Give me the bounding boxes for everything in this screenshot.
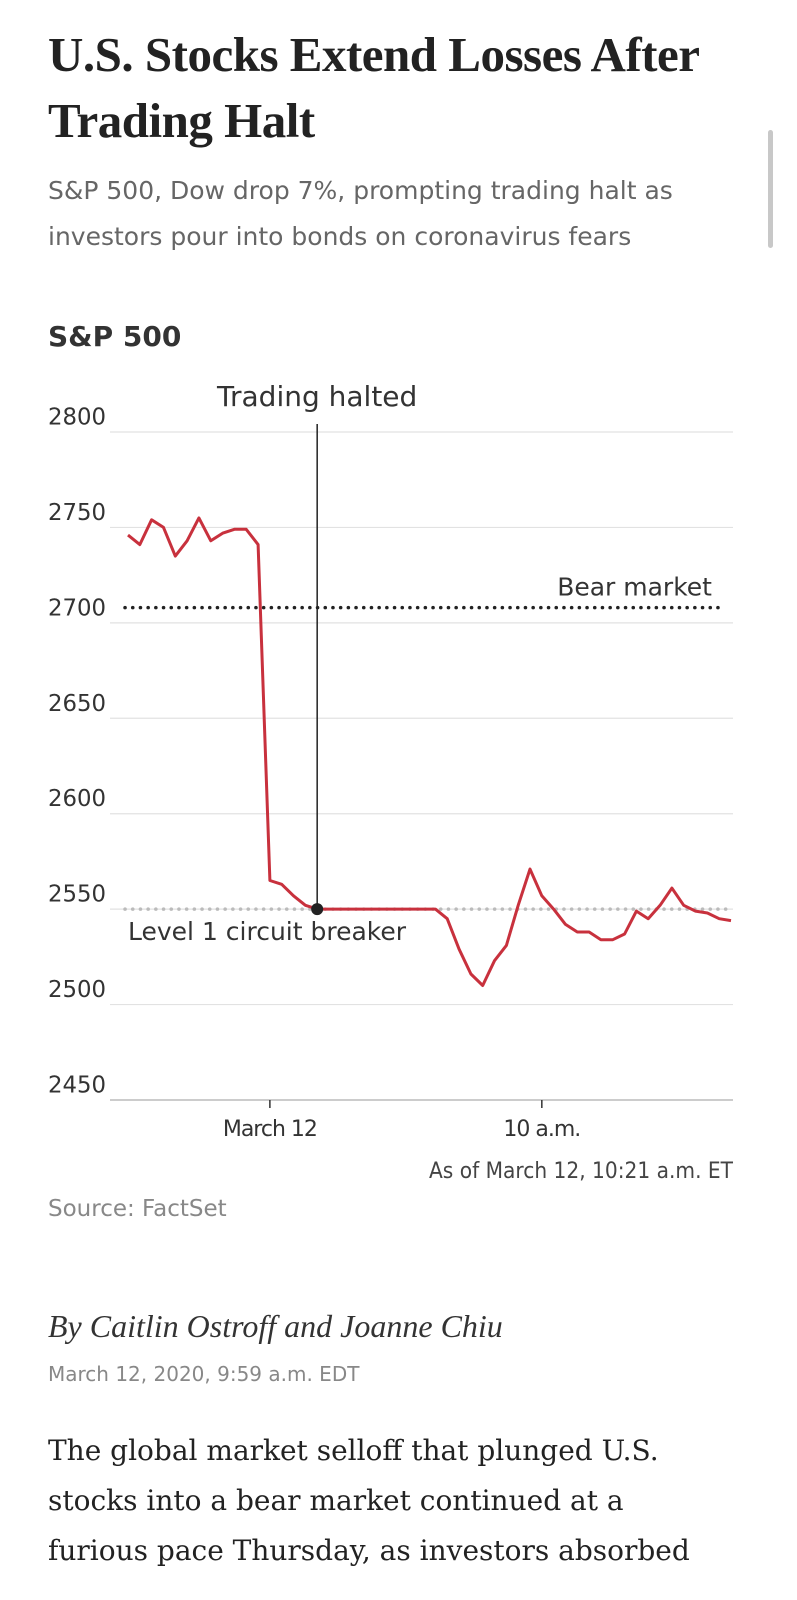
x-tick-label: March 12	[223, 1117, 317, 1142]
y-tick-label: 2800	[48, 405, 106, 431]
subheadline: S&P 500, Dow drop 7%, prompting trading …	[48, 176, 673, 251]
publish-date: March 12, 2020, 9:59 a.m. EDT	[48, 1362, 360, 1386]
chart-note: As of March 12, 10:21 a.m. ET	[429, 1159, 734, 1184]
chart-source: Source: FactSet	[48, 1196, 227, 1222]
y-tick-label: 2700	[48, 595, 106, 621]
y-tick-label: 2450	[48, 1073, 106, 1099]
x-tick-label: 10 a.m.	[503, 1117, 580, 1142]
price-line	[127, 516, 732, 987]
reference-label: Bear market	[557, 573, 712, 602]
y-tick-label: 2500	[48, 977, 106, 1003]
annotation-dot	[311, 903, 324, 916]
headline: U.S. Stocks Extend Losses After Trading …	[48, 27, 699, 148]
y-tick-label: 2600	[48, 786, 106, 812]
scrollbar	[768, 130, 773, 248]
y-tick-label: 2550	[48, 882, 106, 908]
article-body: The global market selloff that plunged U…	[48, 1434, 690, 1567]
reference-label: Level 1 circuit breaker	[128, 917, 407, 946]
annotation-label: Trading halted	[216, 380, 417, 413]
y-tick-label: 2750	[48, 500, 106, 526]
chart-title: S&P 500	[48, 320, 181, 353]
byline: By Caitlin Ostroff and Joanne Chiu	[48, 1308, 503, 1344]
y-tick-label: 2650	[48, 691, 106, 717]
chart: S&P 500 As of March 12, 10:21 a.m. ET 24…	[48, 130, 773, 1184]
